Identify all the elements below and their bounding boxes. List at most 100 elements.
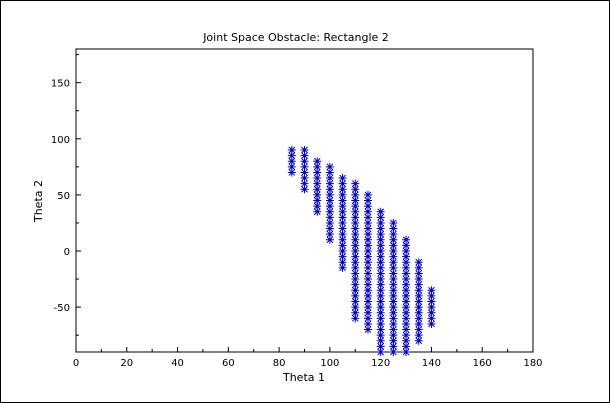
data-point xyxy=(351,308,360,317)
data-point xyxy=(313,202,322,211)
data-point xyxy=(402,297,411,306)
data-point xyxy=(389,342,398,351)
data-point xyxy=(325,202,334,211)
data-point xyxy=(389,247,398,255)
data-point xyxy=(325,218,334,227)
data-point xyxy=(389,275,398,284)
data-point xyxy=(363,218,372,227)
data-point xyxy=(351,190,360,199)
data-point xyxy=(338,258,347,267)
data-point xyxy=(414,291,423,300)
data-point xyxy=(363,224,372,233)
data-point xyxy=(376,280,385,289)
data-point xyxy=(389,218,398,227)
x-tick-label: 40 xyxy=(171,358,184,369)
data-point xyxy=(376,235,385,244)
data-point xyxy=(300,157,309,166)
data-point xyxy=(402,258,411,267)
data-point xyxy=(363,202,372,211)
data-point xyxy=(376,291,385,300)
data-point xyxy=(402,269,411,278)
data-point xyxy=(376,263,385,272)
data-point xyxy=(325,174,334,183)
data-point xyxy=(313,196,322,205)
data-point xyxy=(338,196,347,205)
x-tick-label: 80 xyxy=(273,358,286,369)
data-point xyxy=(402,331,411,340)
data-point xyxy=(363,235,372,244)
data-point xyxy=(376,331,385,340)
data-point xyxy=(363,252,372,261)
x-tick-label: 0 xyxy=(73,358,79,369)
data-point xyxy=(376,319,385,328)
data-point xyxy=(300,179,309,188)
data-point xyxy=(351,269,360,278)
x-tick-label: 60 xyxy=(222,358,235,369)
data-point xyxy=(351,252,360,261)
data-point xyxy=(414,258,423,267)
data-point xyxy=(389,235,398,244)
data-point xyxy=(389,319,398,328)
data-point xyxy=(376,224,385,233)
data-point xyxy=(402,280,411,289)
data-point xyxy=(414,297,423,306)
data-point xyxy=(313,190,322,199)
data-point xyxy=(351,207,360,216)
data-point xyxy=(414,314,423,323)
data-point xyxy=(363,258,372,267)
data-point xyxy=(389,325,398,334)
data-point xyxy=(351,213,360,222)
data-point xyxy=(363,230,372,239)
data-point xyxy=(338,247,347,255)
data-point xyxy=(402,286,411,295)
data-point xyxy=(363,213,372,222)
data-point xyxy=(389,336,398,345)
data-point xyxy=(338,218,347,227)
data-point xyxy=(363,286,372,295)
data-point xyxy=(402,252,411,261)
data-point xyxy=(351,247,360,255)
data-point xyxy=(338,263,347,272)
y-tick-label: 100 xyxy=(51,135,70,146)
data-point xyxy=(414,303,423,312)
data-point xyxy=(338,213,347,222)
x-tick-label: 140 xyxy=(422,358,441,369)
data-point xyxy=(325,230,334,239)
data-point xyxy=(402,314,411,323)
axes: 0 20 40 60 80 100 120 140 160 180 -50 0 50 100 150 xyxy=(51,48,543,369)
data-point xyxy=(414,275,423,284)
data-point xyxy=(351,275,360,284)
scatter-points xyxy=(287,146,436,356)
data-point xyxy=(402,325,411,334)
data-point xyxy=(376,308,385,317)
data-point xyxy=(427,286,436,295)
data-point xyxy=(414,336,423,345)
data-point xyxy=(376,303,385,312)
data-point xyxy=(351,263,360,272)
data-point xyxy=(351,241,360,250)
data-point xyxy=(363,196,372,205)
data-point xyxy=(414,325,423,334)
data-point xyxy=(363,308,372,317)
data-point xyxy=(376,325,385,334)
data-point xyxy=(338,190,347,199)
data-point xyxy=(287,162,296,171)
data-point xyxy=(389,263,398,272)
y-axis-label: Theta 2 xyxy=(32,180,45,223)
data-point xyxy=(376,207,385,216)
data-point xyxy=(363,263,372,272)
data-point xyxy=(338,241,347,250)
data-point xyxy=(300,151,309,160)
data-point xyxy=(300,174,309,183)
data-point xyxy=(389,241,398,250)
data-point xyxy=(376,252,385,261)
data-point xyxy=(376,286,385,295)
data-point xyxy=(414,263,423,272)
data-point xyxy=(351,303,360,312)
data-point xyxy=(325,235,334,244)
x-tick-label: 100 xyxy=(320,358,339,369)
data-point xyxy=(363,314,372,323)
data-point xyxy=(300,146,309,154)
data-point xyxy=(376,297,385,306)
data-point xyxy=(338,185,347,194)
